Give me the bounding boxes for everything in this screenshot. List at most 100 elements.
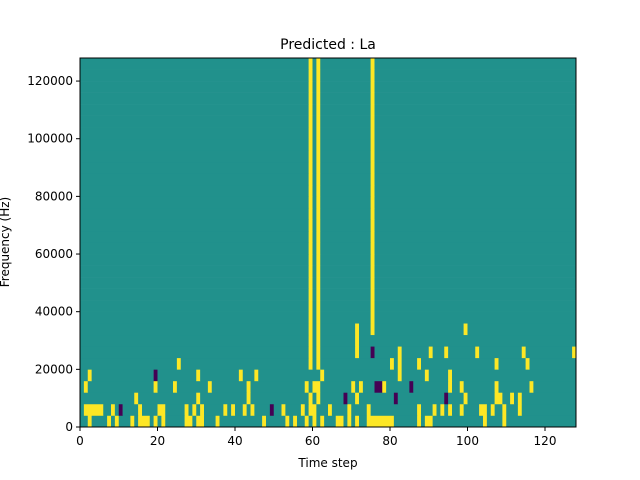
heatmap-cell — [308, 207, 313, 220]
heatmap-cell — [308, 58, 313, 70]
heatmap-cell — [238, 369, 244, 382]
heatmap-cell — [308, 277, 313, 289]
heatmap-cell — [308, 150, 313, 163]
heatmap-cell — [308, 242, 313, 255]
heatmap-cell — [80, 173, 309, 186]
heatmap-cell — [320, 196, 371, 209]
heatmap-cell — [417, 357, 422, 370]
heatmap-cell — [188, 403, 193, 416]
heatmap-cell — [355, 334, 360, 347]
heatmap-cell — [316, 392, 321, 405]
heatmap-cell — [393, 357, 399, 370]
heatmap-cell — [448, 346, 476, 359]
heatmap-cell — [316, 346, 321, 359]
heatmap-cell — [250, 403, 255, 416]
heatmap-cell — [285, 415, 290, 428]
heatmap-cell — [374, 277, 577, 289]
heatmap-cell — [370, 115, 375, 128]
heatmap-cell — [316, 58, 321, 70]
heatmap-cell — [486, 415, 503, 428]
heatmap-cell — [80, 403, 85, 416]
x-axis: 0 20 40 60 80 100 120 — [76, 427, 556, 448]
heatmap-cell — [308, 357, 313, 370]
heatmap-cell — [370, 81, 375, 93]
heatmap-cell — [370, 254, 375, 266]
heatmap-cell — [266, 415, 286, 428]
heatmap-cell — [320, 58, 371, 70]
heatmap-cell — [359, 334, 577, 347]
heatmap-cell — [393, 392, 399, 405]
heatmap-cell — [80, 334, 309, 347]
heatmap-cell — [196, 415, 205, 428]
heatmap-cell — [134, 392, 139, 405]
heatmap-cell — [374, 173, 577, 186]
heatmap-cell — [510, 392, 515, 405]
heatmap-cell — [80, 311, 309, 324]
heatmap-cell — [370, 58, 375, 70]
heatmap-cell — [316, 357, 321, 370]
heatmap-cell — [308, 334, 313, 347]
heatmap-cell — [80, 380, 85, 393]
heatmap-cell — [312, 127, 317, 140]
heatmap-cell — [421, 415, 426, 428]
heatmap-cell — [312, 288, 317, 301]
heatmap-cell — [316, 69, 321, 82]
heatmap-cell — [316, 265, 321, 278]
heatmap-cell — [370, 265, 375, 278]
heatmap-cell — [312, 334, 317, 347]
heatmap-cell — [316, 115, 321, 128]
heatmap-cell — [444, 403, 449, 416]
heatmap-cell — [138, 403, 143, 416]
heatmap-cell — [312, 115, 317, 128]
heatmap-cell — [312, 81, 317, 93]
heatmap-cell — [111, 403, 116, 416]
heatmap-cell — [533, 380, 577, 393]
heatmap-cell — [467, 323, 577, 336]
heatmap-cell — [517, 403, 523, 416]
heatmap-cell — [525, 346, 573, 359]
heatmap-cell — [320, 161, 371, 174]
heatmap-cell — [506, 415, 577, 428]
heatmap-cell — [304, 380, 309, 393]
heatmap-cell — [498, 357, 526, 370]
heatmap-cell — [335, 415, 344, 428]
heatmap-cell — [80, 207, 309, 220]
heatmap-cell — [355, 323, 360, 336]
heatmap-cell — [312, 323, 317, 336]
heatmap-cell — [200, 392, 247, 405]
heatmap-cell — [107, 415, 112, 428]
heatmap-cell — [316, 288, 321, 301]
heatmap-cell — [401, 346, 430, 359]
heatmap-cell — [320, 92, 371, 105]
heatmap-cell — [80, 357, 178, 370]
heatmap-cell — [316, 81, 321, 93]
heatmap-cell — [502, 415, 507, 428]
heatmap-cell — [572, 346, 577, 359]
heatmap-cell — [80, 127, 309, 140]
heatmap-cell — [312, 242, 317, 255]
heatmap-cell — [308, 161, 313, 174]
heatmap-cell — [502, 403, 507, 416]
heatmap-cell — [413, 380, 449, 393]
heatmap-cell — [80, 277, 309, 289]
heatmap-cell — [180, 357, 309, 370]
heatmap-cell — [207, 380, 213, 393]
heatmap-cell — [204, 403, 224, 416]
heatmap-cell — [374, 323, 464, 336]
heatmap-cell — [308, 81, 313, 93]
heatmap-cell — [312, 380, 321, 393]
heatmap-cell — [196, 392, 201, 405]
heatmap-cell — [316, 138, 321, 151]
heatmap-cell — [153, 369, 158, 382]
heatmap-cell — [308, 115, 313, 128]
heatmap-cell — [320, 69, 371, 82]
x-tick-label: 0 — [76, 434, 84, 448]
heatmap-cell — [374, 346, 399, 359]
heatmap-cell — [316, 150, 321, 163]
heatmap-cell — [374, 161, 577, 174]
heatmap-cell — [80, 415, 89, 428]
heatmap-cell — [370, 230, 375, 243]
heatmap-cell — [467, 392, 495, 405]
heatmap-cell — [134, 415, 139, 428]
